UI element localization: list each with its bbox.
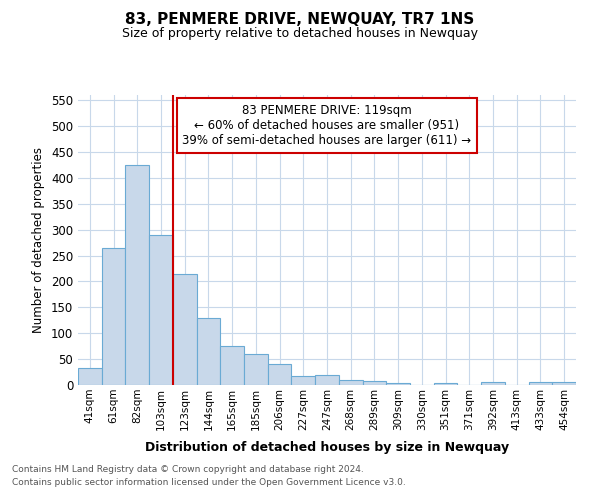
Bar <box>173 274 197 385</box>
Text: Contains public sector information licensed under the Open Government Licence v3: Contains public sector information licen… <box>12 478 406 487</box>
Bar <box>220 346 244 385</box>
Bar <box>339 380 362 385</box>
Bar <box>149 235 173 385</box>
Text: 83, PENMERE DRIVE, NEWQUAY, TR7 1NS: 83, PENMERE DRIVE, NEWQUAY, TR7 1NS <box>125 12 475 28</box>
Bar <box>78 368 102 385</box>
Bar <box>125 165 149 385</box>
Text: 83 PENMERE DRIVE: 119sqm
← 60% of detached houses are smaller (951)
39% of semi-: 83 PENMERE DRIVE: 119sqm ← 60% of detach… <box>182 104 472 146</box>
Bar <box>386 384 410 385</box>
Bar <box>268 364 292 385</box>
Bar <box>362 381 386 385</box>
Bar <box>434 384 457 385</box>
Text: Size of property relative to detached houses in Newquay: Size of property relative to detached ho… <box>122 28 478 40</box>
Bar <box>552 382 576 385</box>
Bar <box>481 382 505 385</box>
Bar <box>529 382 552 385</box>
Text: Contains HM Land Registry data © Crown copyright and database right 2024.: Contains HM Land Registry data © Crown c… <box>12 466 364 474</box>
Bar <box>244 354 268 385</box>
Text: Distribution of detached houses by size in Newquay: Distribution of detached houses by size … <box>145 441 509 454</box>
Bar <box>292 376 315 385</box>
Bar <box>102 248 125 385</box>
Bar <box>315 374 339 385</box>
Y-axis label: Number of detached properties: Number of detached properties <box>32 147 46 333</box>
Bar <box>197 318 220 385</box>
